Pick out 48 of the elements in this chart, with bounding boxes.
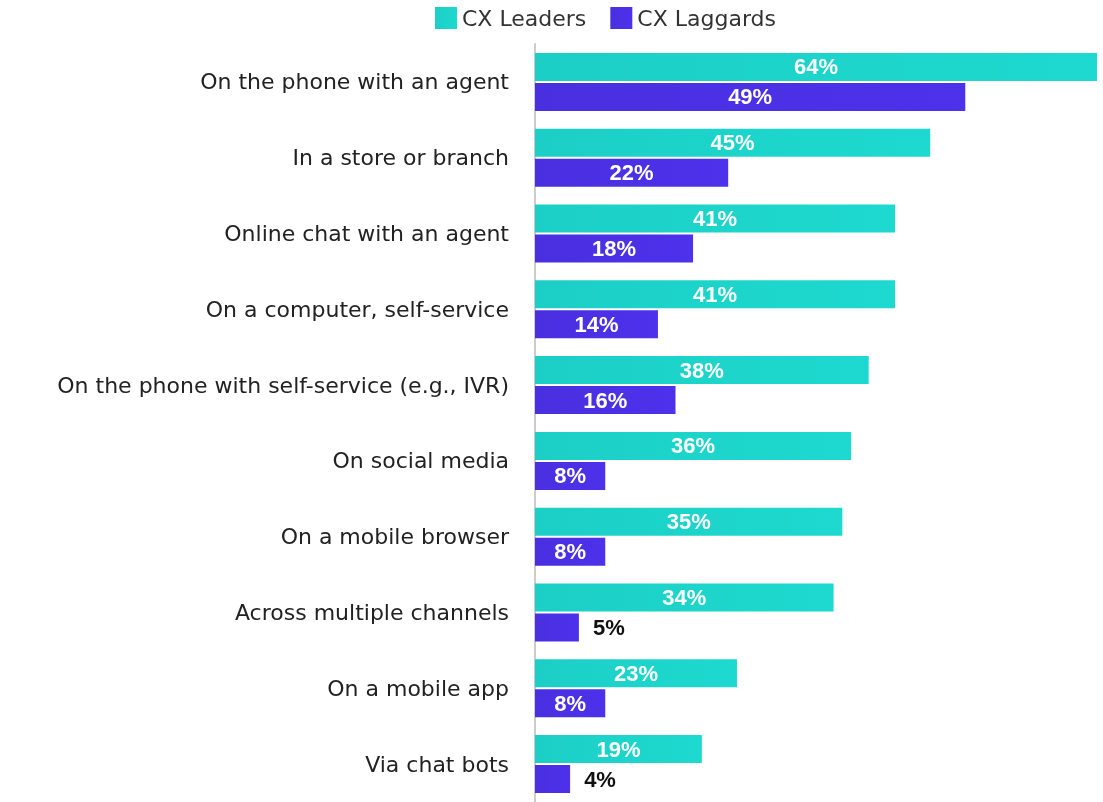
data-label: 49%: [728, 84, 773, 110]
data-label: 19%: [596, 736, 641, 762]
data-label: 35%: [666, 509, 711, 535]
y-tick-label: On a computer, self-service: [205, 296, 509, 322]
data-label: 5%: [592, 614, 625, 640]
bar: [535, 583, 834, 612]
bar: [535, 659, 737, 688]
data-label: 4%: [584, 766, 616, 792]
bar: [535, 765, 571, 794]
bar: [535, 386, 676, 415]
data-label: 16%: [583, 387, 628, 413]
bar: [535, 234, 694, 263]
data-label: 38%: [679, 357, 724, 383]
data-label: 64%: [793, 54, 839, 80]
bar: [535, 204, 896, 233]
bar: [535, 507, 843, 536]
y-tick-label: On a mobile browser: [280, 524, 510, 550]
data-label: 14%: [574, 311, 619, 337]
data-label: 8%: [554, 539, 587, 565]
y-tick-label: Online chat with an agent: [224, 221, 510, 246]
y-tick-label: Via chat bots: [365, 751, 509, 777]
data-label: 36%: [671, 433, 716, 459]
bar: [535, 356, 869, 385]
bar: [535, 431, 852, 460]
bar: [535, 735, 702, 764]
bar: [535, 82, 966, 111]
bar: [535, 158, 729, 187]
data-label: 18%: [592, 235, 637, 261]
bar: [535, 128, 931, 157]
bar: [535, 280, 896, 309]
data-label: 8%: [554, 690, 587, 716]
data-label: 23%: [613, 660, 659, 686]
y-tick-label: On the phone with self-service (e.g., IVR): [57, 372, 509, 398]
data-label: 41%: [692, 281, 738, 307]
y-tick-label: On the phone with an agent: [200, 69, 510, 95]
bar: [535, 613, 579, 642]
y-tick-label: On social media: [332, 448, 509, 474]
bar: [535, 52, 1097, 81]
y-tick-label: Across multiple channels: [234, 600, 509, 625]
data-label: 34%: [662, 585, 707, 611]
legend-label: CX Leaders: [462, 5, 587, 31]
data-label: 41%: [692, 206, 738, 232]
data-label: 8%: [554, 463, 587, 489]
legend-label: CX Laggards: [637, 5, 776, 31]
data-label: 22%: [609, 160, 654, 186]
y-tick-label: On a mobile app: [327, 675, 509, 701]
y-tick-label: In a store or branch: [292, 145, 509, 171]
data-label: 45%: [710, 130, 755, 156]
